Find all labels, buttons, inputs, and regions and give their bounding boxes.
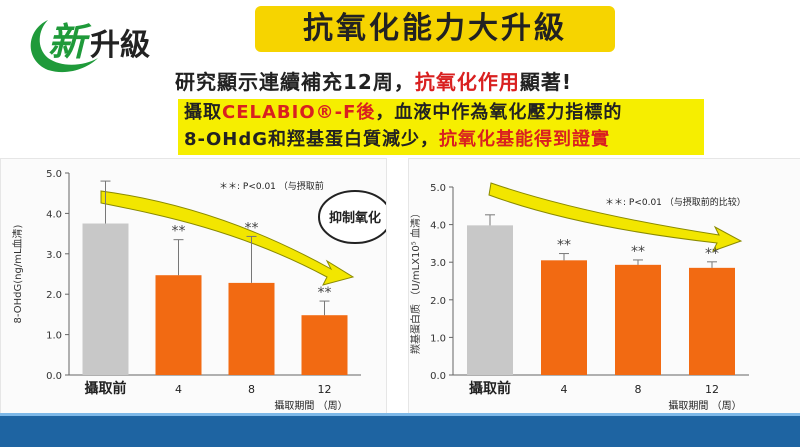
logo-char-new: 新 bbox=[48, 20, 92, 64]
highlight-text-b: ，血液中作為氧化壓力指標的 bbox=[375, 102, 623, 123]
y-axis-label: 8-OHdG(ng/mL血清) bbox=[11, 224, 24, 323]
subtitle-text-a: 研究顯示連續補充12周， bbox=[175, 70, 415, 94]
chart-panel-8ohdg: 0.0 1.0 2.0 3.0 4.0 5.0 8-OHdG(ng/mL血清) 攝取前 ** 4 *… bbox=[0, 158, 392, 418]
y-tick-label: 0.0 bbox=[46, 371, 62, 382]
y-tick-label: 1.0 bbox=[430, 333, 446, 344]
significance-marker: ** bbox=[318, 285, 332, 301]
highlight-box: 攝取CELABIO®-F後，血液中作為氧化壓力指標的 8-OHdG和羥基蛋白質減… bbox=[178, 99, 704, 155]
highlight-line-2: 8-OHdG和羥基蛋白質減少，抗氧化基能得到證實 bbox=[184, 126, 704, 153]
x-tick-label: 8 bbox=[248, 383, 255, 396]
bar-baseline bbox=[467, 225, 513, 375]
bar-week-8 bbox=[615, 264, 661, 375]
highlight-text-c: 8-OHdG和羥基蛋白質減少， bbox=[184, 129, 440, 150]
logo-char-upgrade: 升級 bbox=[90, 28, 150, 63]
chart-carbonyl-protein: 0.0 1.0 2.0 3.0 4.0 5.0 羰基蛋白质 （U/mLX10⁵ 血清） 攝取前… bbox=[409, 182, 749, 412]
y-tick-label: 2.0 bbox=[430, 296, 446, 307]
y-tick-label: 1.0 bbox=[46, 331, 62, 342]
significance-marker: ** bbox=[705, 246, 719, 262]
x-tick-label: 12 bbox=[705, 383, 719, 396]
y-tick-label: 3.0 bbox=[46, 250, 62, 261]
y-tick-label: 3.0 bbox=[430, 258, 446, 269]
highlight-text-a: 攝取 bbox=[184, 102, 222, 123]
y-tick-label: 4.0 bbox=[46, 209, 62, 220]
x-tick-label: 4 bbox=[561, 383, 568, 396]
highlight-conclusion: 抗氧化基能得到證實 bbox=[439, 129, 611, 150]
footer-bar bbox=[0, 416, 800, 447]
x-tick-label: 4 bbox=[175, 383, 182, 396]
logo-swoosh bbox=[30, 20, 99, 73]
significance-marker: ** bbox=[557, 238, 571, 254]
x-tick-label: 攝取前 bbox=[469, 380, 511, 397]
product-name: CELABIO®-F後 bbox=[222, 102, 376, 123]
significance-note: ＊＊: P<0.01 （与摂取前的比较） bbox=[605, 196, 746, 208]
significance-marker: ** bbox=[245, 220, 259, 236]
y-tick-label: 5.0 bbox=[430, 183, 446, 194]
x-tick-label: 12 bbox=[318, 383, 332, 396]
x-axis-label: 攝取期間 （周） bbox=[274, 399, 347, 412]
page-title: 抗氧化能力大升級 bbox=[255, 6, 615, 52]
trend-arrow bbox=[488, 182, 743, 252]
footer-stripe bbox=[0, 413, 800, 416]
y-axis-label: 羰基蛋白质 （U/mLX10⁵ 血清） bbox=[409, 208, 422, 354]
x-tick-label: 8 bbox=[635, 383, 642, 396]
annotation-label: 抑制氧化 bbox=[329, 210, 381, 226]
significance-note: ＊＊: P<0.01 （与摂取前 bbox=[219, 180, 324, 192]
y-tick-label: 2.0 bbox=[46, 290, 62, 301]
subtitle-line: 研究顯示連續補充12周，抗氧化作用顯著! bbox=[175, 66, 735, 95]
new-upgrade-logo: 新 升級 bbox=[30, 20, 150, 73]
chart-8ohdg: 0.0 1.0 2.0 3.0 4.0 5.0 8-OHdG(ng/mL血清) 攝取前 ** 4 *… bbox=[11, 169, 392, 412]
bar-baseline bbox=[82, 223, 129, 375]
x-axis-label: 攝取期間 （周） bbox=[668, 399, 741, 412]
y-tick-label: 0.0 bbox=[430, 371, 446, 382]
bar-week-8 bbox=[228, 282, 275, 375]
y-tick-label: 5.0 bbox=[46, 169, 62, 180]
chart-panel-carbonyl: 0.0 1.0 2.0 3.0 4.0 5.0 羰基蛋白质 （U/mLX10⁵ 血清） 攝取前… bbox=[408, 158, 800, 418]
subtitle-highlight: 抗氧化作用 bbox=[414, 70, 520, 94]
significance-marker: ** bbox=[172, 224, 186, 240]
y-tick-label: 4.0 bbox=[430, 221, 446, 232]
bar-week-4 bbox=[155, 275, 202, 375]
highlight-line-1: 攝取CELABIO®-F後，血液中作為氧化壓力指標的 bbox=[184, 99, 704, 126]
subtitle-text-b: 顯著! bbox=[519, 70, 572, 94]
x-tick-label: 攝取前 bbox=[85, 380, 127, 397]
bar-week-12 bbox=[301, 315, 348, 375]
bar-week-12 bbox=[689, 267, 735, 375]
trend-arrow bbox=[100, 190, 355, 286]
significance-marker: ** bbox=[631, 244, 645, 260]
bar-week-4 bbox=[541, 260, 587, 375]
